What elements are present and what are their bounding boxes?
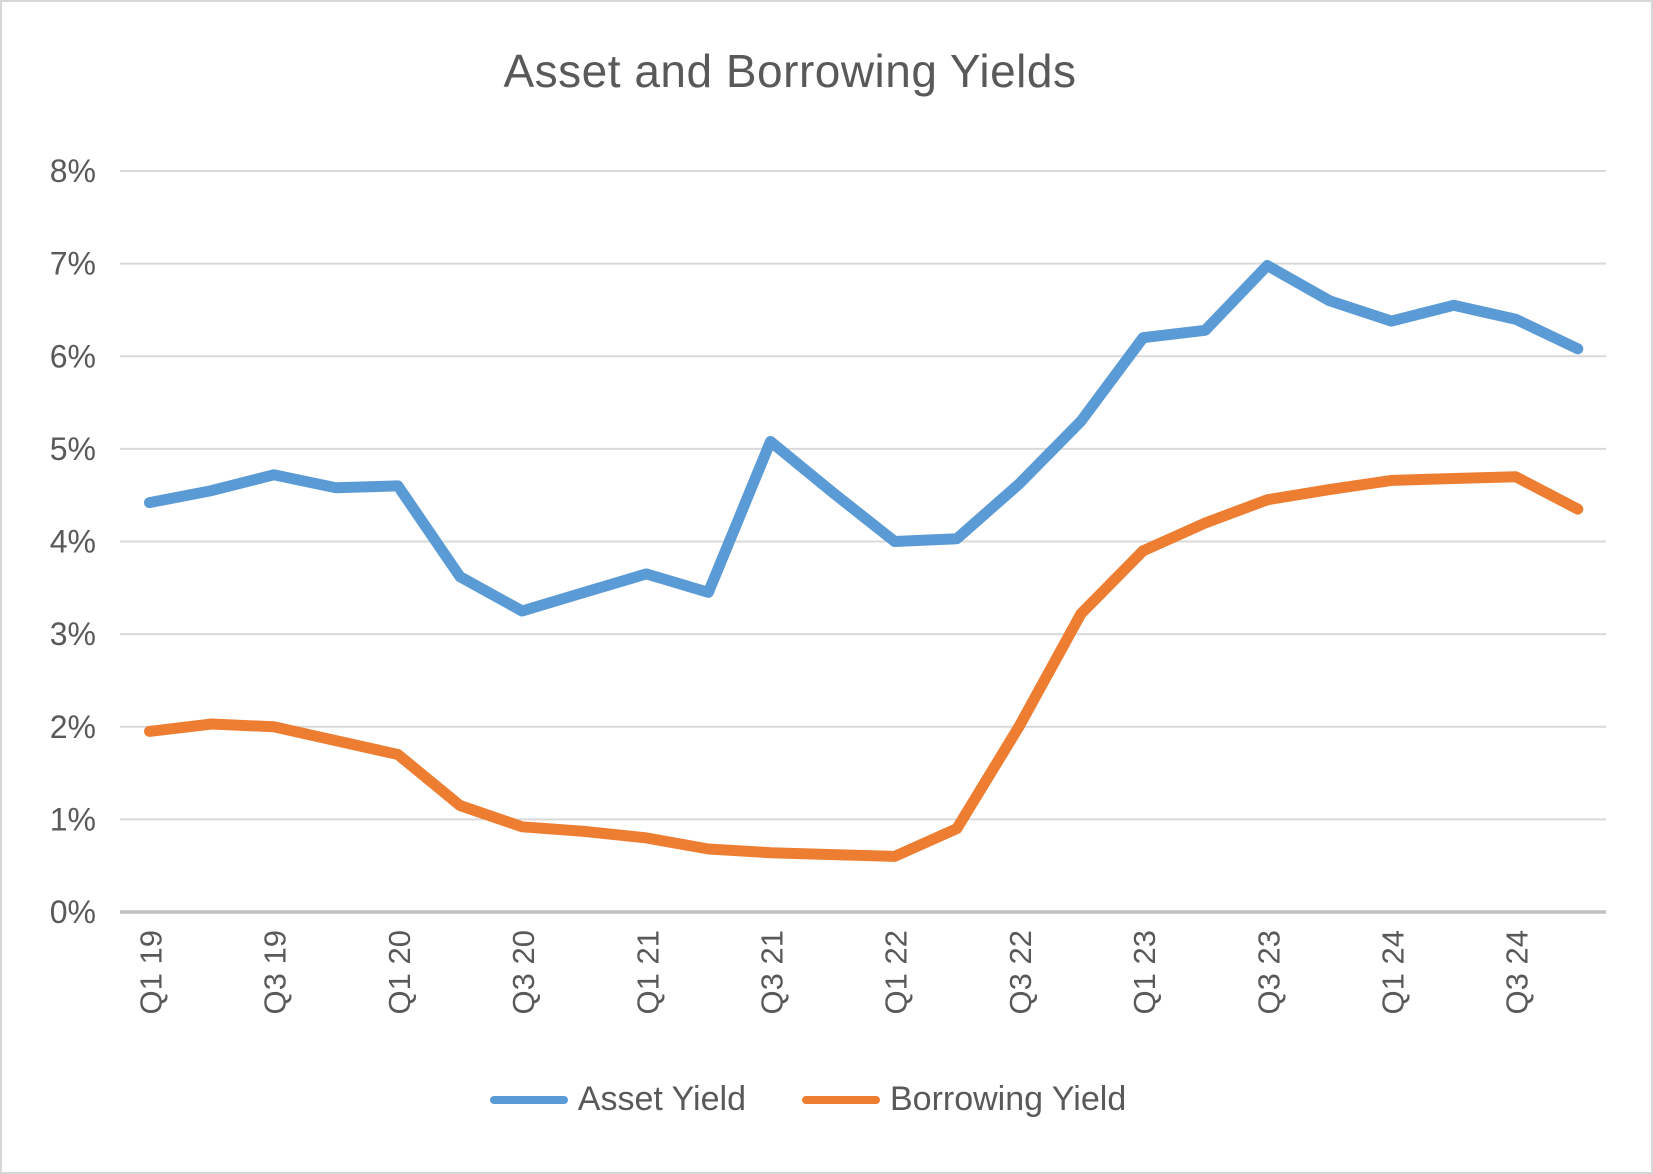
series-lines xyxy=(144,260,1584,862)
y-tick-label: 5% xyxy=(50,431,96,467)
x-axis-labels: Q1 19 Q3 19 Q1 20 Q3 20 Q1 21 Q3 21 Q1 22 Q3 22… xyxy=(134,930,1535,1014)
x-tick-label: Q3 21 xyxy=(755,930,790,1014)
y-tick-label: 4% xyxy=(50,524,96,560)
legend: Asset Yield Borrowing Yield xyxy=(120,1080,1496,1119)
y-tick-label: 7% xyxy=(50,246,96,282)
asset-yield-line-swatch xyxy=(489,1095,568,1104)
x-tick-label: Q1 23 xyxy=(1127,930,1162,1014)
x-tick-label: Q3 22 xyxy=(1003,930,1038,1014)
asset-yield-legend-label: Asset Yield xyxy=(577,1080,746,1118)
y-tick-label: 6% xyxy=(50,338,96,374)
asset-yield-line xyxy=(144,260,1584,617)
y-tick-label: 8% xyxy=(50,153,96,189)
y-tick-label: 0% xyxy=(50,894,96,930)
chart-title: Asset and Borrowing Yields xyxy=(503,45,1077,97)
x-tick-label: Q1 20 xyxy=(382,930,417,1014)
x-tick-label: Q1 22 xyxy=(879,930,914,1014)
y-tick-label: 2% xyxy=(50,709,96,745)
borrowing-yield-line xyxy=(144,471,1584,862)
legend-item-asset-yield: Asset Yield xyxy=(489,1080,746,1119)
x-tick-label: Q1 21 xyxy=(630,930,665,1014)
y-axis-labels: 8% 7% 6% 5% 4% 3% 2% 1% 0% xyxy=(50,153,96,930)
gridlines xyxy=(120,170,1606,914)
x-tick-label: Q3 24 xyxy=(1500,930,1535,1014)
x-tick-label: Q1 24 xyxy=(1376,930,1411,1014)
x-tick-label: Q3 20 xyxy=(506,930,541,1014)
borrowing-yield-legend-label: Borrowing Yield xyxy=(889,1080,1127,1118)
borrowing-yield-line-swatch xyxy=(801,1095,880,1104)
y-tick-label: 3% xyxy=(50,616,96,652)
x-tick-label: Q1 19 xyxy=(134,930,169,1014)
x-tick-label: Q3 19 xyxy=(258,930,293,1014)
y-tick-label: 1% xyxy=(50,801,96,837)
x-tick-label: Q3 23 xyxy=(1251,930,1286,1014)
legend-item-borrowing-yield: Borrowing Yield xyxy=(801,1080,1127,1119)
